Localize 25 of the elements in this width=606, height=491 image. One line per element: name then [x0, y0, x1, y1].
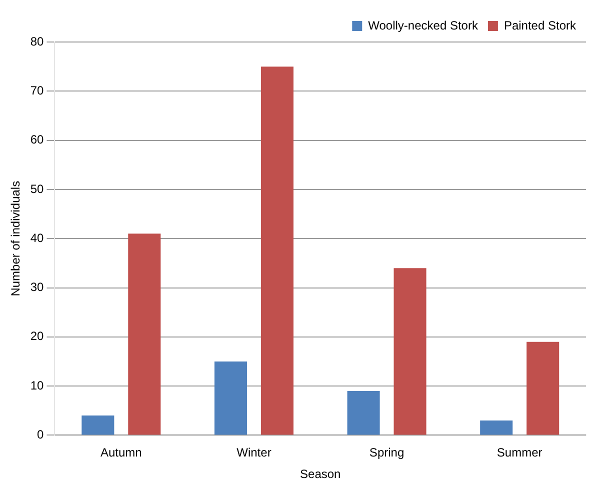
bar	[128, 234, 161, 435]
y-tick-label: 50	[30, 182, 44, 196]
y-tick-label: 40	[30, 230, 44, 245]
y-tick-label: 20	[30, 329, 44, 344]
x-tick-label: Autumn	[100, 446, 142, 460]
y-tick-label: 30	[30, 280, 44, 294]
x-tick-label: Spring	[369, 446, 404, 460]
y-tick-label: 0	[37, 428, 44, 442]
y-tick-label: 70	[30, 83, 44, 98]
bar	[214, 361, 247, 435]
bar	[82, 416, 114, 435]
bar	[526, 342, 560, 435]
x-tick-label: Winter	[236, 446, 272, 460]
bar	[394, 268, 426, 435]
y-tick-label: 60	[30, 132, 44, 147]
legend-label: Painted Stork	[504, 18, 577, 32]
y-tick-label: 10	[30, 378, 44, 392]
x-tick-label: Summer	[496, 446, 542, 460]
legend-label: Woolly-necked Stork	[368, 18, 479, 32]
y-tick-label: 80	[30, 34, 44, 48]
x-axis-title: Season	[300, 467, 341, 482]
bar	[260, 66, 294, 435]
bar	[480, 420, 513, 435]
y-axis-title: Number of individuals	[8, 180, 23, 296]
bar	[347, 390, 380, 435]
